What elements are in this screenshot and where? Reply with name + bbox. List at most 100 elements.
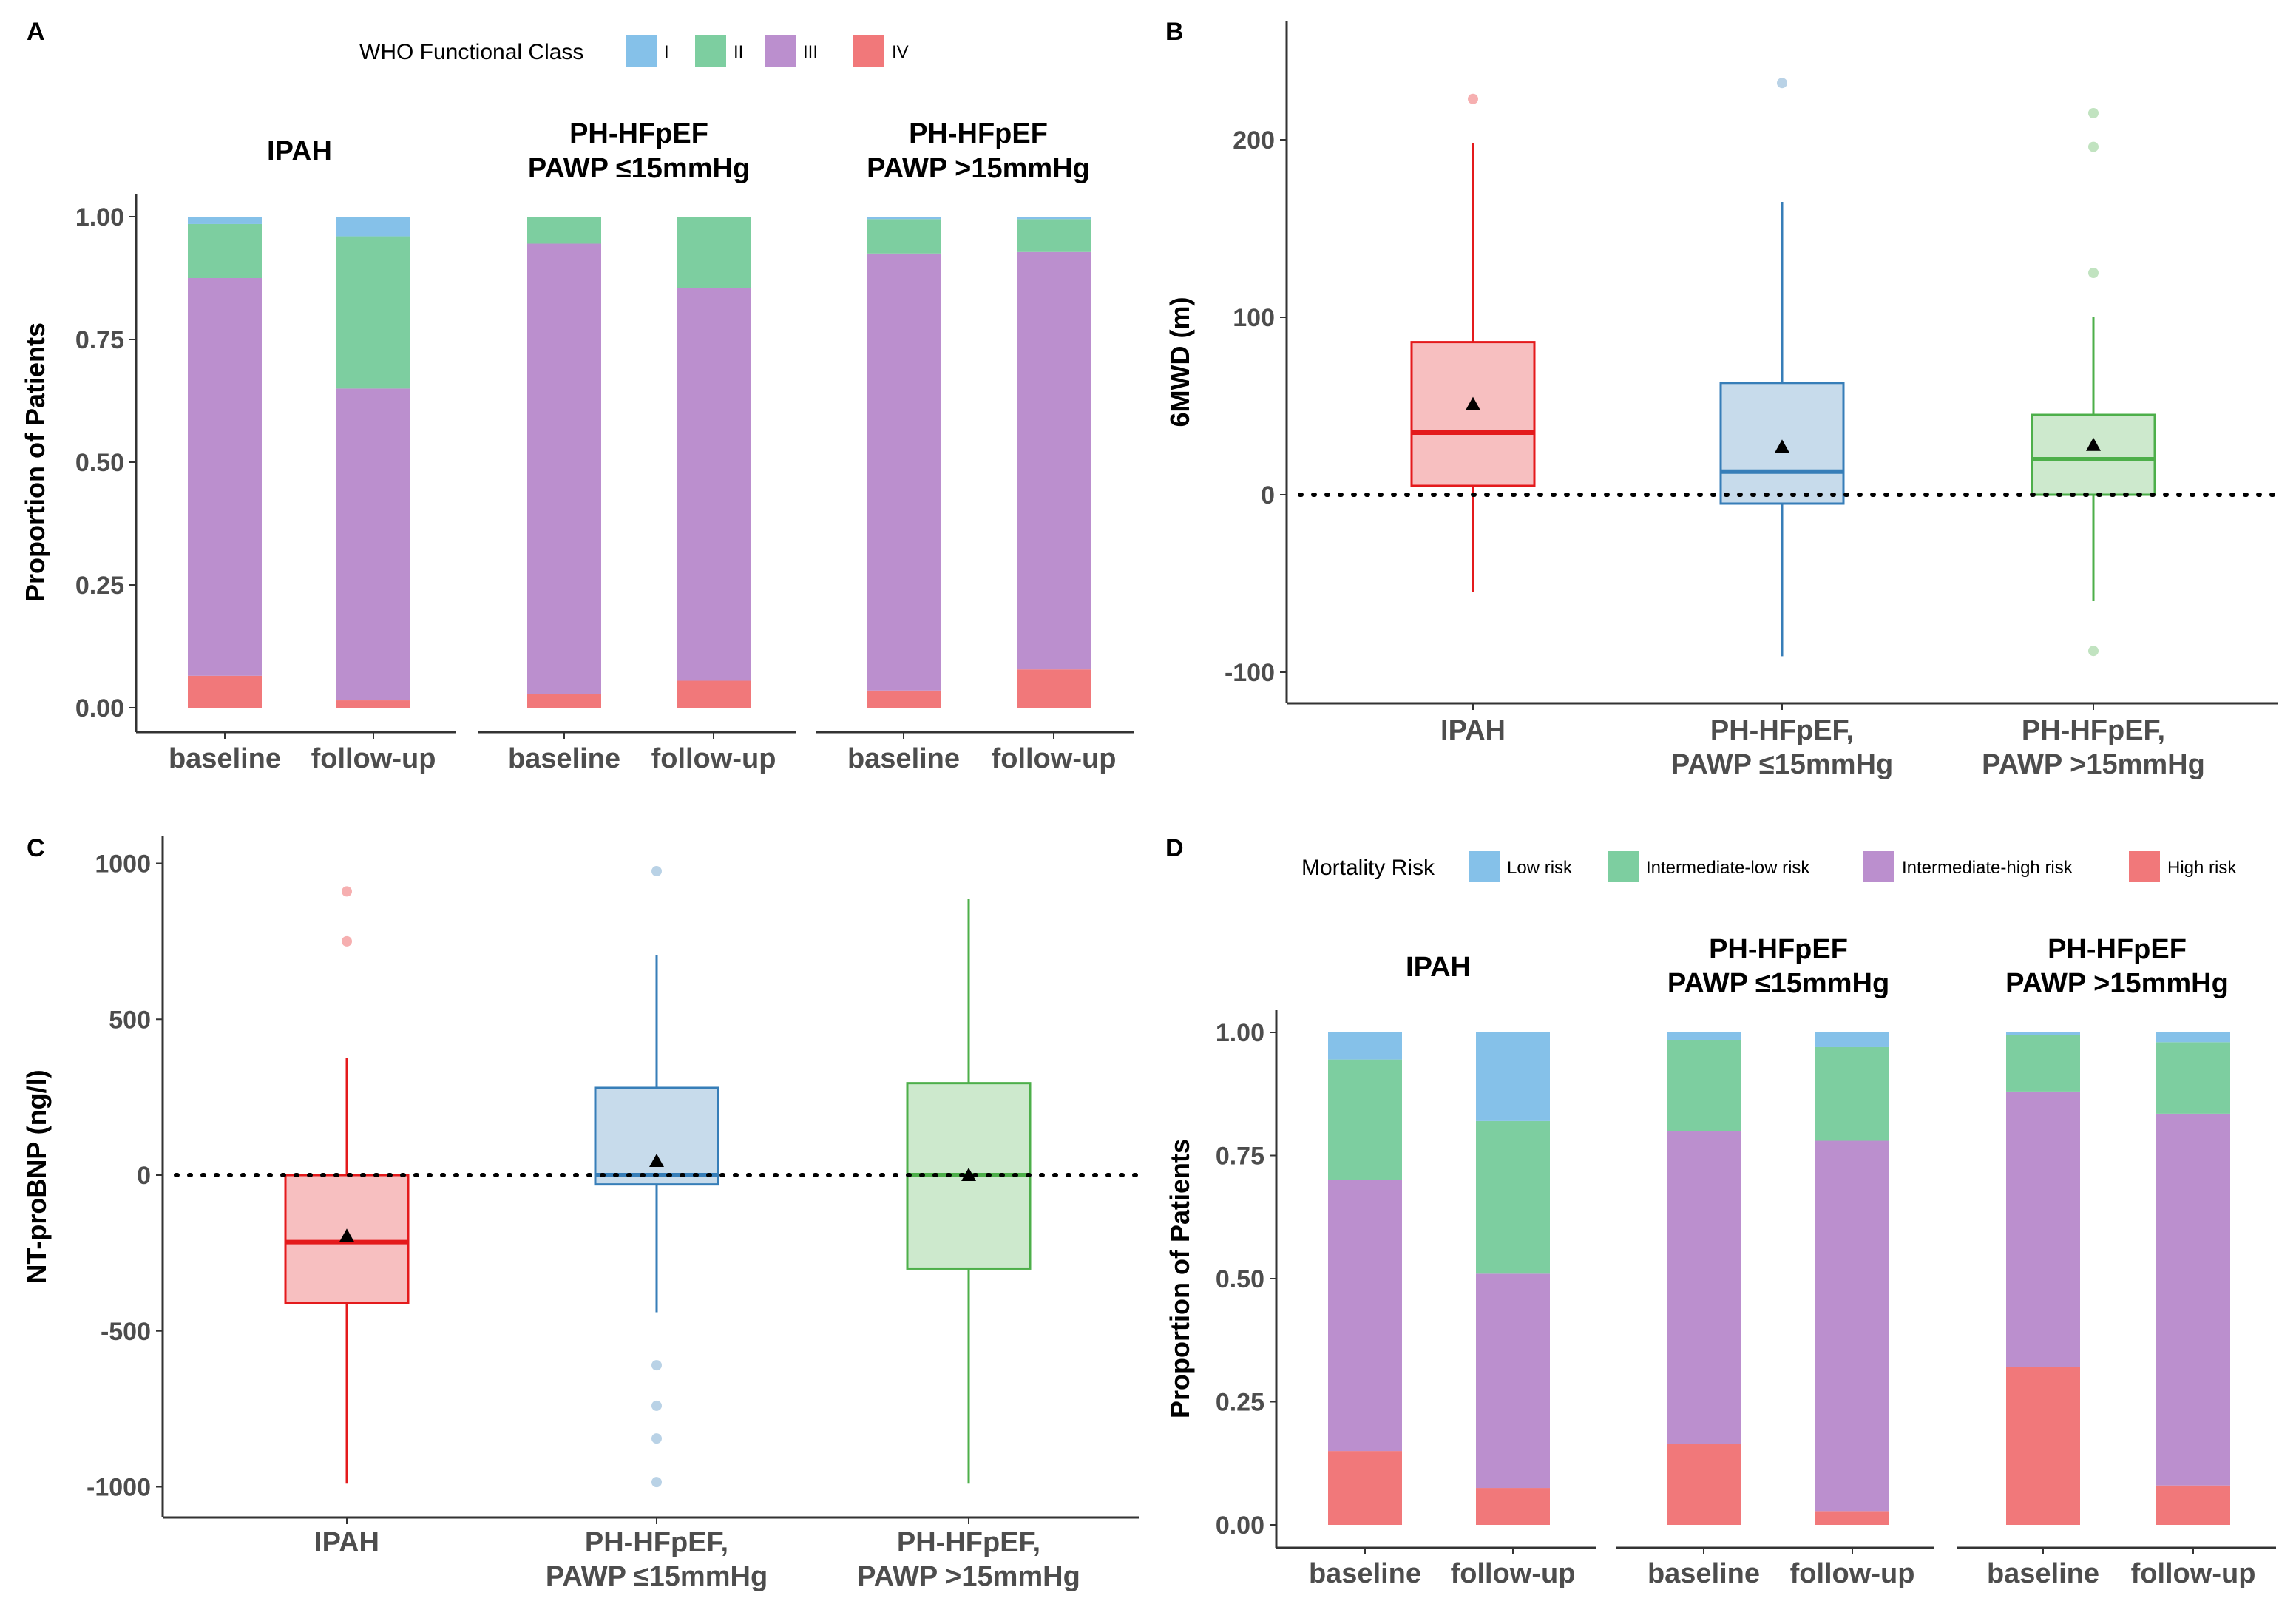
bar-segment-iv — [336, 700, 410, 708]
bar-segment-i — [1017, 217, 1091, 220]
panel-letter-c: C — [27, 834, 45, 862]
x-tick-label: baseline — [1648, 1558, 1760, 1589]
y-tick-label: 1.00 — [75, 203, 124, 231]
bar-segment-low-risk — [1667, 1032, 1741, 1040]
facet-title: PH-HFpEF — [569, 118, 708, 149]
panel-letter-d: D — [1165, 834, 1184, 862]
x-tick-label: follow-up — [992, 743, 1117, 774]
bar-segment-intermediate-high-risk — [1328, 1180, 1402, 1452]
y-tick-label: 0.25 — [1216, 1389, 1264, 1417]
bar-segment-iv — [188, 675, 262, 708]
y-tick-label: 0 — [1261, 481, 1275, 510]
outlier-point — [2088, 141, 2099, 152]
panel-a-stacked-bar-chart: WHO Functional Class I II III IV0.000.250.50… — [20, 35, 1134, 774]
facet-title: PAWP ≤15mmHg — [1667, 968, 1889, 999]
legend-label-ii: II — [734, 42, 743, 62]
bar-segment-high-risk — [2156, 1485, 2230, 1525]
bar-segment-iv — [677, 680, 751, 708]
y-tick-label: -1000 — [87, 1474, 151, 1502]
bar-segment-iii — [1017, 251, 1091, 670]
x-tick-label: PH-HFpEF, — [1710, 715, 1854, 746]
y-tick-label: 100 — [1233, 304, 1275, 332]
x-tick-label: follow-up — [1451, 1558, 1576, 1589]
bar-segment-ii — [527, 217, 601, 244]
panel-d-stacked-bar-chart: Mortality Risk Low risk Intermediate-low r… — [1165, 851, 2276, 1589]
legend-swatch-intermediate-high-risk — [1863, 851, 1894, 882]
legend-label-low-risk: Low risk — [1507, 858, 1573, 878]
facet-title: PH-HFpEF — [2048, 934, 2187, 965]
x-tick-label: follow-up — [651, 743, 776, 774]
bar-segment-iv — [867, 690, 941, 708]
box-iqr — [1410, 341, 1536, 487]
bar-segment-i — [188, 217, 262, 224]
bar-segment-high-risk — [1815, 1511, 1889, 1525]
bar-segment-intermediate-high-risk — [2006, 1091, 2080, 1367]
legend-label-intermediate-high-risk: Intermediate-high risk — [1902, 858, 2073, 878]
bar-segment-iii — [867, 253, 941, 691]
y-tick-label: 0.50 — [75, 449, 124, 477]
y-tick-label: 0.75 — [75, 326, 124, 354]
outlier-point — [342, 935, 352, 947]
panel-letter-a: A — [27, 18, 45, 46]
y-tick-label: 200 — [1233, 126, 1275, 155]
mean-marker — [1466, 396, 1480, 410]
legend-swatch-intermediate-low-risk — [1608, 851, 1639, 882]
panel-letter-b: B — [1165, 18, 1184, 46]
mean-marker — [2086, 437, 2101, 451]
outlier-point — [1777, 78, 1787, 89]
y-tick-label: 1000 — [95, 850, 151, 879]
x-tick-label: baseline — [1987, 1558, 2099, 1589]
legend-swatch-low-risk — [1469, 851, 1500, 882]
x-tick-label: PAWP >15mmHg — [1982, 749, 2205, 780]
x-tick-label: baseline — [169, 743, 281, 774]
box-iqr — [594, 1086, 719, 1186]
bar-segment-iii — [188, 278, 262, 676]
x-tick-label: baseline — [1309, 1558, 1421, 1589]
bar-segment-intermediate-high-risk — [1476, 1273, 1550, 1489]
bar-segment-low-risk — [1815, 1032, 1889, 1047]
legend-title: Mortality Risk — [1301, 856, 1435, 880]
outlier-point — [651, 1433, 662, 1444]
legend-swatch-iii — [765, 35, 796, 67]
bar-segment-i — [336, 217, 410, 237]
mean-marker — [649, 1154, 664, 1168]
bar-segment-iv — [527, 694, 601, 708]
bar-segment-ii — [867, 219, 941, 254]
facet-title: PAWP >15mmHg — [867, 153, 1090, 184]
mean-marker — [961, 1168, 976, 1181]
y-tick-label: 0.75 — [1216, 1143, 1264, 1171]
facet-title: PAWP ≤15mmHg — [528, 153, 750, 184]
y-tick-label: 500 — [109, 1006, 151, 1034]
bar-segment-high-risk — [1667, 1444, 1741, 1525]
y-axis-title: Proportion of Patients — [20, 322, 50, 602]
facet-title: PH-HFpEF — [909, 118, 1048, 149]
x-tick-label: PH-HFpEF, — [2022, 715, 2165, 746]
x-tick-label: IPAH — [1440, 715, 1506, 746]
y-tick-label: 0.50 — [1216, 1265, 1264, 1293]
bar-segment-intermediate-low-risk — [2006, 1035, 2080, 1092]
bar-segment-ii — [1017, 219, 1091, 252]
outlier-point — [2088, 108, 2099, 118]
x-tick-label: PAWP >15mmHg — [857, 1561, 1080, 1592]
outlier-point — [651, 866, 662, 877]
legend-swatch-i — [626, 35, 657, 67]
x-tick-label: follow-up — [2131, 1558, 2256, 1589]
box-iqr — [2031, 413, 2156, 496]
x-tick-label: PAWP ≤15mmHg — [546, 1561, 768, 1592]
legend-label-iv: IV — [892, 42, 909, 62]
y-tick-label: -100 — [1225, 659, 1275, 687]
bar-segment-intermediate-high-risk — [1815, 1140, 1889, 1512]
y-tick-label: -500 — [101, 1318, 151, 1346]
bar-segment-intermediate-low-risk — [1328, 1059, 1402, 1180]
outlier-point — [651, 1360, 662, 1371]
bar-segment-high-risk — [2006, 1367, 2080, 1525]
x-tick-label: follow-up — [1790, 1558, 1915, 1589]
facet-title: IPAH — [267, 136, 332, 167]
bar-segment-intermediate-high-risk — [1667, 1131, 1741, 1444]
bar-segment-ii — [188, 223, 262, 278]
x-tick-label: IPAH — [314, 1527, 379, 1558]
bar-segment-high-risk — [1476, 1488, 1550, 1525]
y-axis-title: NT-proBNP (ng/l) — [21, 1069, 52, 1283]
bar-segment-intermediate-high-risk — [2156, 1113, 2230, 1486]
bar-segment-i — [867, 217, 941, 220]
